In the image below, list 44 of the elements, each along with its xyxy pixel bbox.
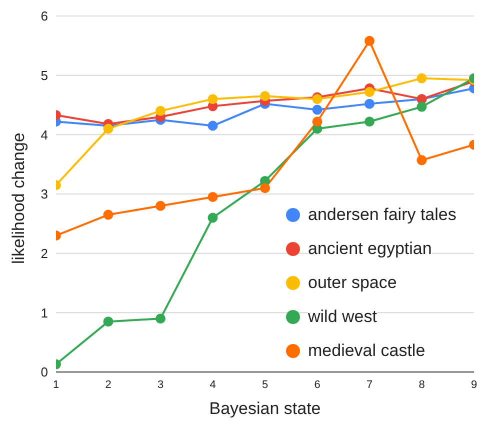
point — [156, 106, 166, 116]
x-tick-label: 9 — [470, 378, 478, 391]
x-tick-label: 7 — [366, 378, 373, 391]
legend-label: medieval castle — [308, 340, 426, 362]
point — [364, 36, 374, 46]
x-tick-label: 6 — [314, 378, 320, 391]
y-tick-label: 2 — [40, 246, 48, 261]
legend-label: ancient egyptian — [308, 238, 432, 260]
x-tick-label: 1 — [52, 378, 60, 391]
y-tick-label: 4 — [40, 127, 48, 142]
y-tick-label: 6 — [40, 8, 48, 24]
y-tick-label: 0 — [40, 364, 48, 380]
x-tick-label: 8 — [418, 378, 425, 391]
point — [208, 212, 218, 223]
point — [260, 183, 270, 194]
point — [416, 73, 427, 84]
point — [208, 94, 218, 104]
point — [208, 120, 218, 131]
x-tick-label: 3 — [157, 378, 164, 391]
point — [416, 102, 427, 112]
y-tick-label: 1 — [40, 305, 48, 320]
x-tick-label: 2 — [105, 378, 112, 391]
point — [416, 155, 427, 166]
legend-label: outer space — [308, 272, 397, 294]
point — [103, 316, 114, 327]
point — [364, 116, 374, 127]
point — [312, 116, 322, 127]
legend-label: wild west — [308, 306, 377, 328]
y-tick-label: 3 — [40, 186, 48, 202]
point — [156, 200, 166, 211]
x-tick-label: 4 — [210, 378, 216, 391]
x-tick-label: 5 — [262, 378, 268, 391]
point — [312, 104, 322, 115]
x-axis-title: Bayesian state — [209, 399, 321, 418]
point — [208, 192, 218, 202]
point — [364, 98, 374, 109]
point — [103, 210, 114, 220]
legend-label: andersen fairy tales — [308, 204, 456, 226]
point — [103, 124, 114, 134]
point — [260, 91, 270, 102]
y-tick-label: 5 — [40, 68, 48, 83]
y-axis-title: likelihood change — [9, 132, 28, 264]
point — [364, 86, 374, 97]
point — [156, 314, 166, 324]
